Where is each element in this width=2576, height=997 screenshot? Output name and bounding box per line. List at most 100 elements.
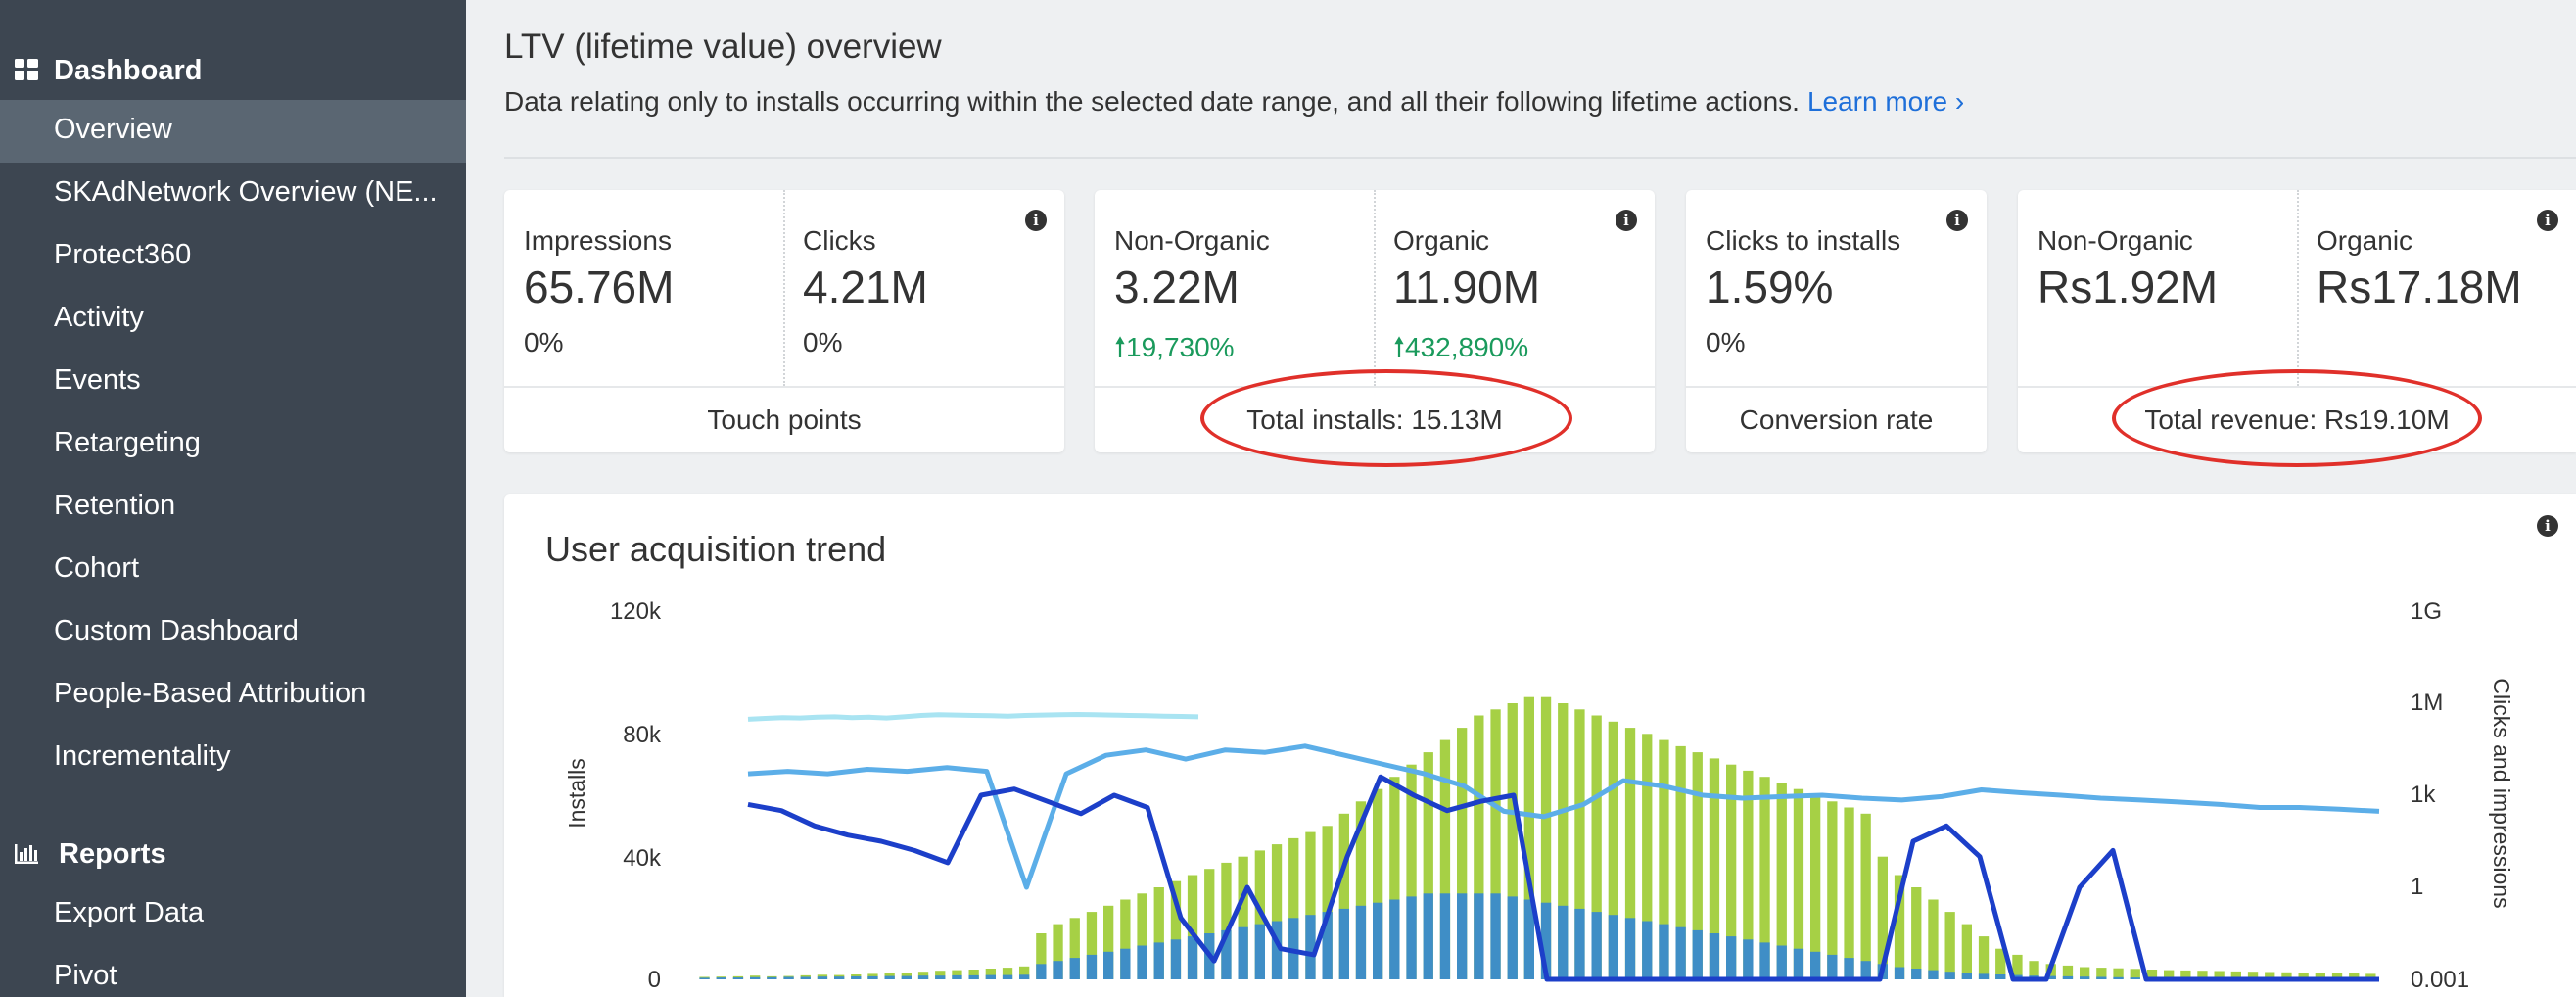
bar-green (1928, 899, 1939, 979)
info-icon[interactable]: i (2537, 515, 2558, 537)
bar-green (2096, 968, 2107, 979)
info-icon[interactable]: i (2537, 210, 2558, 231)
bar-green (1373, 788, 1383, 979)
sidebar-item-label: Retargeting (54, 427, 201, 458)
impressions-label: Impressions (524, 225, 672, 256)
bar-blue (699, 977, 710, 979)
bar-green (2113, 968, 2124, 979)
bar-green (1944, 912, 1955, 979)
sidebar-item-label: Custom Dashboard (54, 615, 299, 646)
sidebar-item-custom-dashboard[interactable]: Custom Dashboard (0, 601, 466, 664)
bar-blue (1338, 908, 1349, 979)
non-organic-installs-value: 3.22M (1114, 261, 1240, 312)
bar-blue (1776, 945, 1787, 979)
bar-blue (1540, 902, 1552, 979)
bar-green (1423, 752, 1433, 979)
sidebar-section-reports[interactable]: Reports (0, 829, 466, 878)
learn-more-link[interactable]: Learn more › (1806, 86, 1965, 117)
bar-green (2349, 973, 2360, 979)
bar-blue (1120, 948, 1131, 979)
line-series-group (747, 712, 2380, 982)
bar-green (1457, 728, 1468, 979)
sidebar-item-skadnetwork[interactable]: SKAdNetwork Overview (NE... (0, 163, 466, 225)
sidebar-item-people-based-attribution[interactable]: People-Based Attribution (0, 664, 466, 727)
bar-blue (1709, 933, 1720, 979)
bar-green (2146, 970, 2158, 979)
bar-green (917, 972, 929, 979)
sidebar-item-label: SKAdNetwork Overview (NE... (54, 176, 438, 208)
sidebar-item-overview[interactable]: Overview (0, 100, 466, 163)
bar-blue (1238, 926, 1248, 979)
metric-divider (783, 190, 785, 386)
bar-green (1911, 887, 1922, 979)
sidebar-item-protect360[interactable]: Protect360 (0, 225, 466, 288)
bar-green (1305, 831, 1316, 979)
bar-green (1642, 734, 1653, 979)
bar-blue (1911, 969, 1922, 979)
bar-green (1322, 826, 1333, 979)
bar-blue (1474, 893, 1484, 979)
sidebar-item-retention[interactable]: Retention (0, 476, 466, 539)
sidebar-item-activity[interactable]: Activity (0, 288, 466, 351)
bar-blue (1978, 973, 1990, 979)
bar-blue (1624, 918, 1636, 979)
bar-green (1574, 709, 1585, 979)
bar-blue (1170, 939, 1182, 979)
bar-blue (732, 977, 744, 979)
sidebar-item-label: Export Data (54, 897, 205, 928)
y-left-tick-label: 120k (610, 598, 662, 625)
bar-blue (1069, 958, 1080, 979)
clicks-to-installs-value: 1.59% (1706, 261, 1834, 312)
bar-blue (985, 974, 996, 979)
sidebar-item-cohort[interactable]: Cohort (0, 539, 466, 601)
sidebar-item-incrementality[interactable]: Incrementality (0, 727, 466, 789)
bar-green (2365, 973, 2376, 979)
sidebar-item-retargeting[interactable]: Retargeting (0, 413, 466, 476)
bar-green (1877, 856, 1888, 979)
bar-blue (935, 975, 946, 979)
bar-blue (1036, 964, 1047, 979)
arrow-up-icon: 🠕 (1114, 332, 1127, 362)
organic-installs-metric: Organic 11.90M 🠕432,890% (1374, 190, 1655, 386)
sidebar-item-label: People-Based Attribution (54, 678, 367, 709)
bar-series-group (699, 696, 2376, 979)
bar-green (1490, 709, 1501, 979)
bar-blue (2113, 976, 2124, 979)
sidebar-item-events[interactable]: Events (0, 351, 466, 413)
bar-blue (1305, 915, 1316, 979)
bar-blue (1743, 939, 1754, 979)
clicks-label: Clicks (803, 225, 876, 256)
bar-green (1137, 893, 1147, 979)
bar-green (2265, 972, 2275, 979)
bar-green (2331, 973, 2343, 979)
bar-green (1103, 905, 1114, 979)
bar-blue (1053, 961, 1063, 979)
user-acquisition-chart-card: User acquisition trend i 120k 80k 40k 0 … (504, 494, 2576, 997)
sidebar-item-pivot[interactable]: Pivot (0, 946, 466, 997)
bar-green (1709, 758, 1720, 979)
organic-revenue-label: Organic (2317, 225, 2413, 256)
y-right-tick-label: 1 (2411, 874, 2423, 900)
sidebar-item-export-data[interactable]: Export Data (0, 883, 466, 946)
y-left-tick-label: 40k (623, 845, 662, 872)
bar-green (1338, 813, 1349, 979)
sidebar-item-label: Retention (54, 490, 176, 521)
info-icon[interactable]: i (1946, 210, 1968, 231)
bar-green (1271, 844, 1283, 979)
info-icon[interactable]: i (1616, 210, 1637, 231)
organic-installs-value: 11.90M (1393, 261, 1541, 312)
arrow-up-icon: 🠕 (1393, 332, 1406, 362)
bar-green (2080, 967, 2090, 979)
bar-blue (1271, 921, 1283, 979)
bar-blue (783, 976, 794, 979)
bar-blue (1406, 896, 1417, 979)
bar-blue (1086, 954, 1098, 979)
bar-blue (952, 974, 962, 979)
bar-blue (716, 977, 726, 979)
info-icon[interactable]: i (1025, 210, 1047, 231)
sidebar-section-dashboard[interactable]: Dashboard (0, 45, 466, 94)
bar-green (1860, 813, 1871, 979)
bar-blue (1019, 974, 1030, 979)
bar-blue (968, 974, 979, 979)
bar-green (2012, 954, 2023, 979)
